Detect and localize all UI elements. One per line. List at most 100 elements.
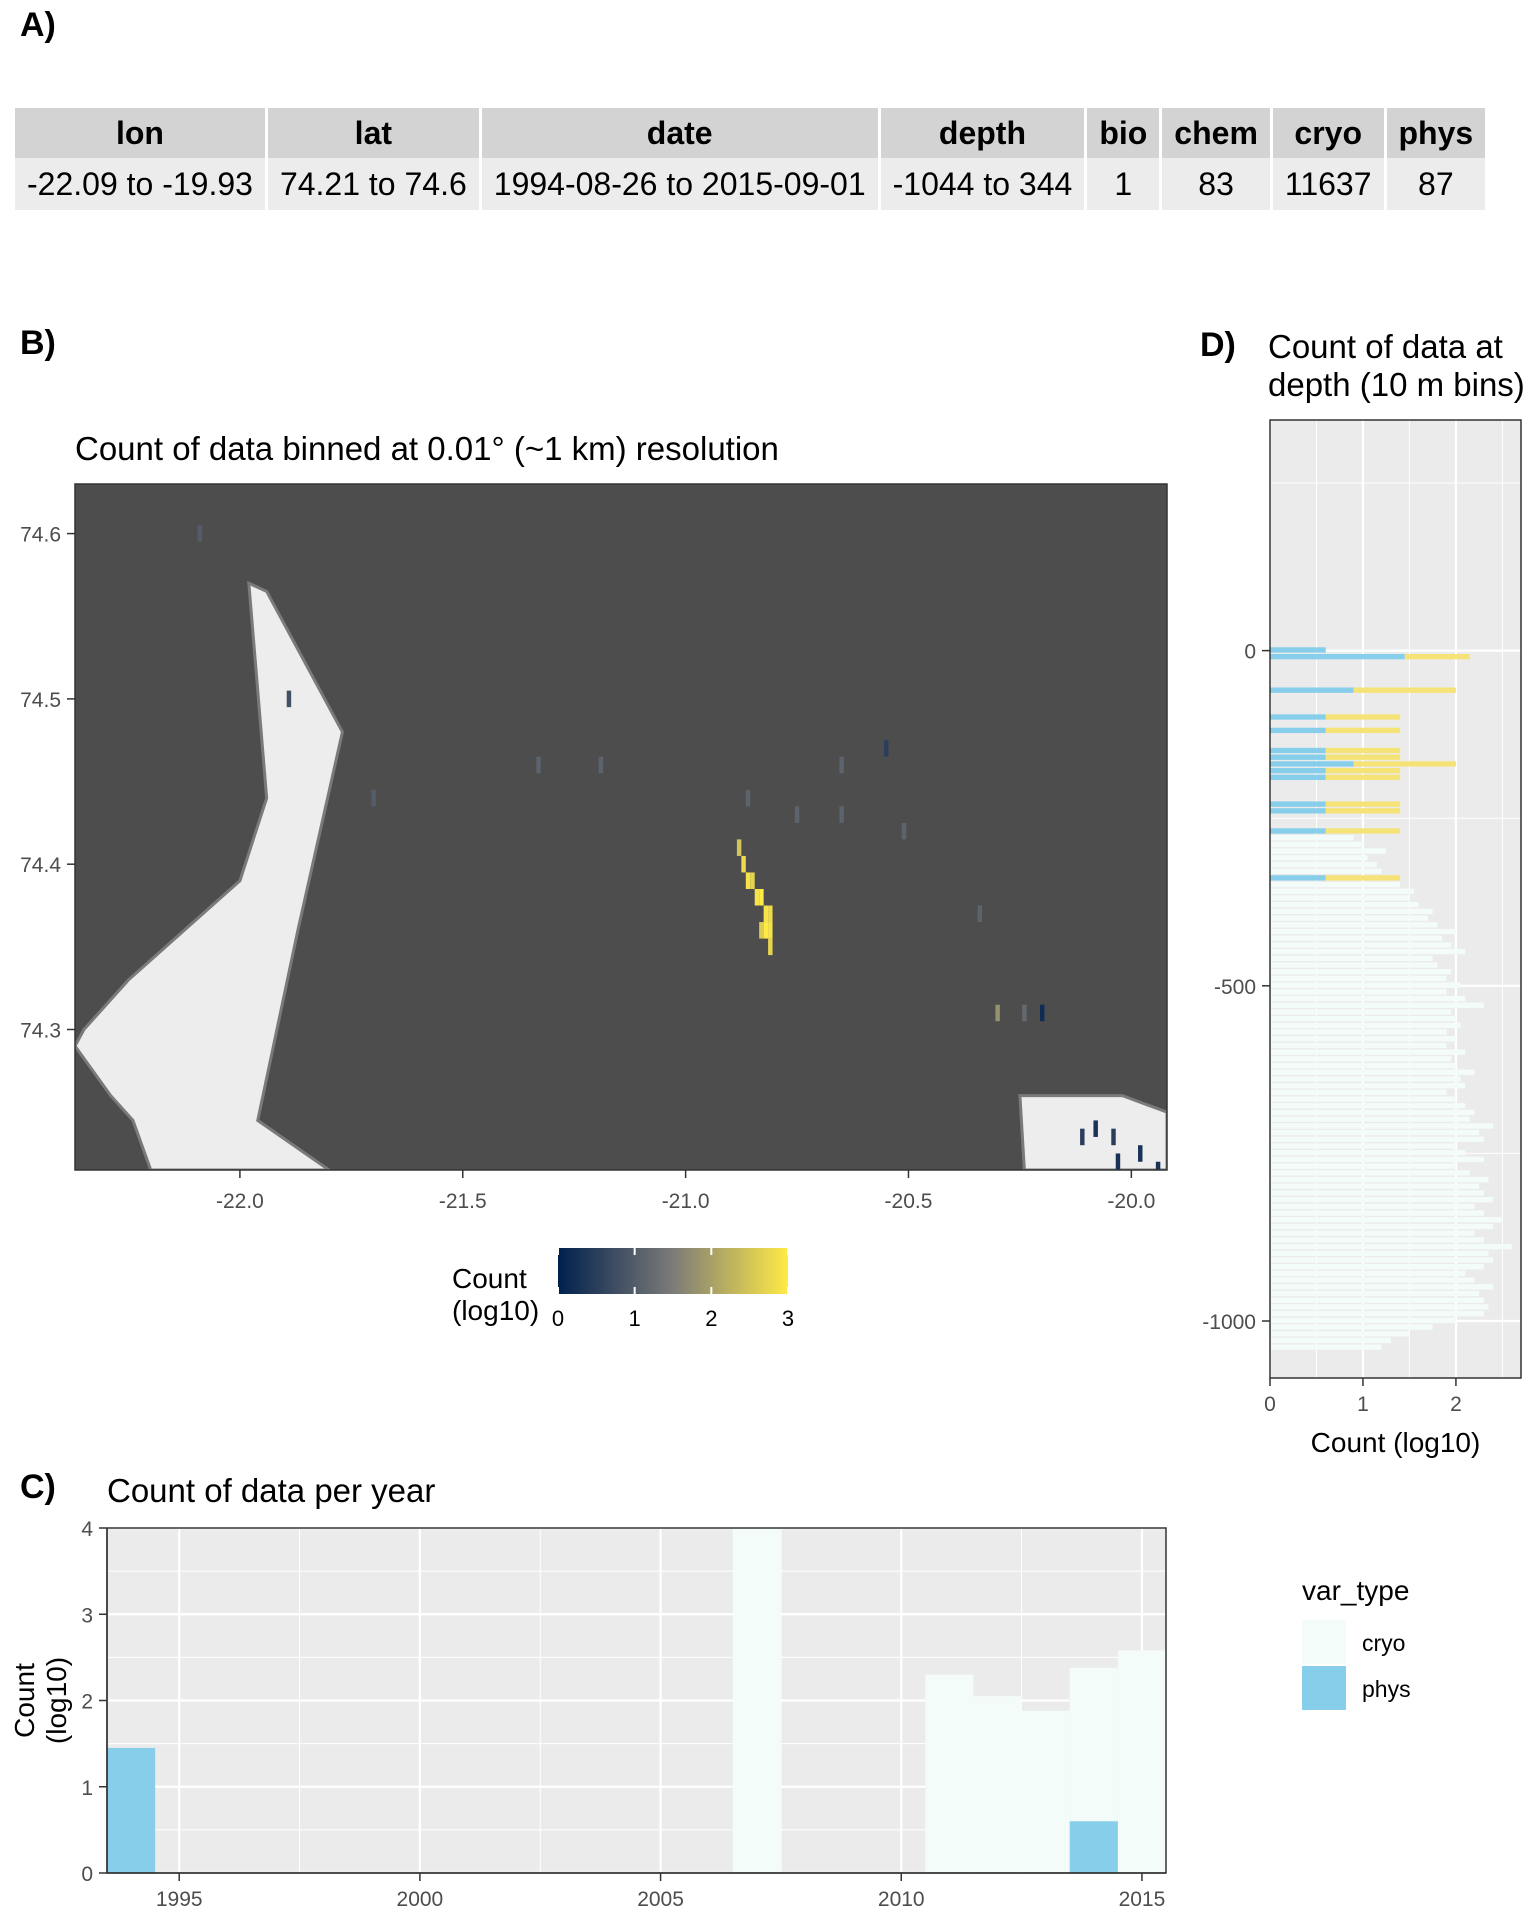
year-x-tick-label: 2010	[878, 1888, 925, 1911]
depth-bar-cryo	[1270, 848, 1387, 854]
map-cell	[736, 839, 742, 856]
depth-bar-cryo	[1270, 1109, 1475, 1116]
depth-bar-cryo	[1270, 1324, 1433, 1330]
depth-bar-cryo	[1270, 861, 1377, 868]
depth-x-axis-label: Count (log10)	[1311, 1427, 1481, 1458]
depth-bar-phys	[1270, 747, 1326, 754]
map-cell	[745, 789, 751, 807]
depth-bar-phys	[1270, 828, 1326, 834]
depth-bar-cryo	[1270, 962, 1438, 968]
table-header-row: lon lat date depth bio chem cryo phys	[15, 108, 1486, 158]
map-y-tick-label: 74.3	[20, 1019, 61, 1042]
depth-bar-cryo	[1270, 975, 1447, 982]
table-header-lon: lon	[15, 108, 265, 158]
depth-bar-phys	[1270, 754, 1326, 760]
map-cell	[371, 789, 376, 807]
table-cell-lon: -22.09 to -19.93	[15, 158, 265, 210]
year-y-axis-label: (log10)	[41, 1657, 72, 1744]
table-header-chem: chem	[1162, 108, 1270, 158]
depth-bar-phys	[1270, 767, 1326, 774]
year-y-tick-label: 1	[81, 1777, 93, 1800]
depth-bar-cryo	[1270, 1176, 1489, 1183]
depth-bar-phys	[1270, 761, 1354, 767]
depth-bar-cryo	[1270, 902, 1419, 908]
year-bar-phys	[107, 1747, 156, 1873]
map-cell	[1138, 1145, 1143, 1162]
var-type-legend-title: var_type	[1302, 1575, 1409, 1606]
table-cell-cryo: 11637	[1272, 158, 1384, 210]
table-header-bio: bio	[1087, 108, 1160, 158]
map-cell	[759, 888, 764, 906]
table-cell-bio: 1	[1087, 158, 1160, 210]
depth-bar-cryo	[1270, 895, 1410, 901]
depth-bar-phys	[1270, 714, 1326, 720]
depth-bar-cryo	[1270, 1257, 1494, 1263]
depth-bar-cryo	[1270, 1009, 1452, 1015]
year-y-tick-label: 3	[81, 1604, 93, 1627]
map-cell	[754, 888, 760, 906]
depth-bar-chem	[1404, 653, 1470, 660]
var-type-swatch-cryo	[1302, 1620, 1346, 1664]
depth-bar-cryo	[1270, 1270, 1466, 1277]
table-header-cryo: cryo	[1272, 108, 1384, 158]
depth-bar-cryo	[1270, 1331, 1410, 1337]
map-cell	[768, 922, 773, 939]
depth-bar-cryo	[1270, 1056, 1452, 1062]
depth-title-line2: depth (10 m bins)	[1268, 366, 1525, 403]
colorbar-tick-label: 3	[782, 1306, 794, 1331]
depth-bar-cryo	[1270, 1096, 1456, 1102]
depth-bar-cryo	[1270, 1264, 1484, 1270]
depth-bar-cryo	[1270, 922, 1438, 928]
depth-bar-cryo	[1270, 982, 1461, 988]
year-y-tick-label: 0	[81, 1863, 93, 1886]
depth-bar-cryo	[1270, 1217, 1503, 1223]
year-bar-cryo	[1117, 1650, 1166, 1873]
depth-bar-chem	[1353, 687, 1456, 693]
map-cell	[839, 806, 844, 823]
depth-bar-chem	[1325, 767, 1401, 774]
map-x-tick-label: -21.0	[662, 1190, 710, 1213]
depth-bar-cryo	[1270, 1083, 1466, 1089]
depth-bar-cryo	[1270, 868, 1382, 874]
depth-bar-cryo	[1270, 942, 1452, 948]
depth-bar-phys	[1270, 647, 1326, 653]
map-cell	[536, 756, 541, 774]
depth-bar-cryo	[1270, 1210, 1484, 1216]
map-cell	[1039, 1004, 1045, 1022]
map-cell	[768, 938, 773, 956]
depth-bar-cryo	[1270, 1150, 1466, 1156]
year-bar-cryo	[925, 1674, 974, 1873]
var-type-label-cryo: cryo	[1362, 1630, 1405, 1656]
depth-bar-cryo	[1270, 1029, 1447, 1035]
depth-bar-cryo	[1270, 1310, 1484, 1317]
depth-bar-cryo	[1270, 1250, 1489, 1256]
depth-bar-cryo	[1270, 1062, 1456, 1069]
depth-bar-cryo	[1270, 928, 1456, 935]
table-header-phys: phys	[1386, 108, 1486, 158]
depth-bar-cryo	[1270, 995, 1466, 1002]
year-bar-cryo	[1021, 1710, 1070, 1873]
depth-bar-cryo	[1270, 1196, 1494, 1203]
map-y-tick-label: 74.5	[20, 689, 61, 712]
year-bar-cryo	[973, 1696, 1022, 1873]
depth-bar-cryo	[1270, 1304, 1489, 1310]
depth-bar-chem	[1325, 828, 1401, 834]
depth-bar-cryo	[1270, 1103, 1466, 1109]
depth-frame	[1269, 419, 1522, 1379]
map-frame	[74, 483, 1168, 1171]
depth-x-tick-label: 1	[1357, 1393, 1369, 1416]
depth-bar-cryo	[1270, 1089, 1447, 1096]
depth-bar-cryo	[1270, 834, 1354, 841]
var-type-label-phys: phys	[1362, 1676, 1411, 1702]
year-x-tick-label: 2005	[637, 1888, 684, 1911]
map-cell	[286, 690, 292, 708]
depth-bar-cryo	[1270, 1156, 1484, 1163]
map-y-tick-label: 74.4	[20, 854, 61, 877]
map-title: Count of data binned at 0.01° (~1 km) re…	[75, 430, 779, 467]
table-header-depth: depth	[880, 108, 1085, 158]
map-cell	[197, 525, 203, 542]
map-cell	[759, 922, 764, 939]
depth-bar-cryo	[1270, 1015, 1456, 1022]
